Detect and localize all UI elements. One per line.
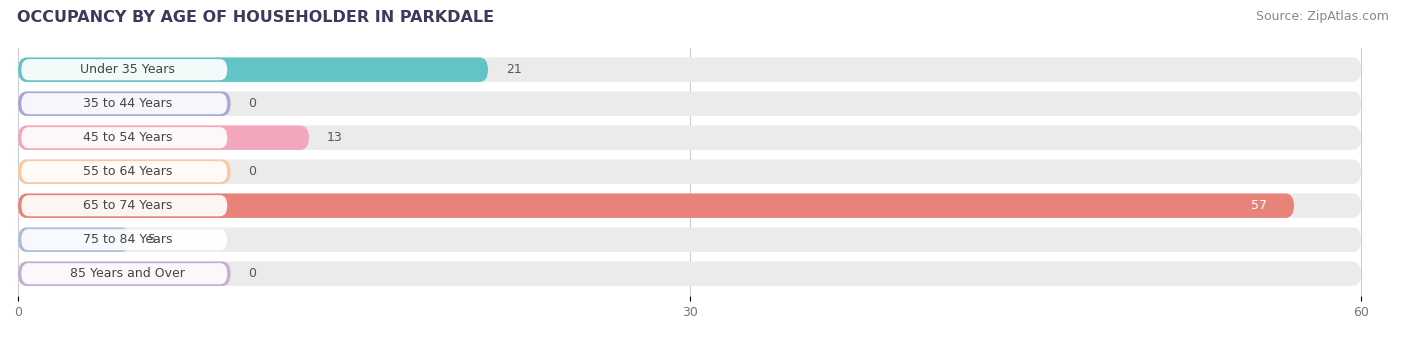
FancyBboxPatch shape xyxy=(18,227,1361,252)
FancyBboxPatch shape xyxy=(18,159,1361,184)
FancyBboxPatch shape xyxy=(18,91,1361,116)
Text: OCCUPANCY BY AGE OF HOUSEHOLDER IN PARKDALE: OCCUPANCY BY AGE OF HOUSEHOLDER IN PARKD… xyxy=(17,10,494,25)
FancyBboxPatch shape xyxy=(21,263,228,284)
FancyBboxPatch shape xyxy=(18,91,231,116)
Text: Under 35 Years: Under 35 Years xyxy=(80,63,176,76)
FancyBboxPatch shape xyxy=(18,125,309,150)
Text: 55 to 64 Years: 55 to 64 Years xyxy=(83,165,173,178)
Text: Source: ZipAtlas.com: Source: ZipAtlas.com xyxy=(1256,10,1389,23)
Text: 45 to 54 Years: 45 to 54 Years xyxy=(83,131,173,144)
Text: 75 to 84 Years: 75 to 84 Years xyxy=(83,233,173,246)
Text: 5: 5 xyxy=(148,233,156,246)
Text: 85 Years and Over: 85 Years and Over xyxy=(70,267,186,280)
FancyBboxPatch shape xyxy=(18,57,488,82)
FancyBboxPatch shape xyxy=(21,161,228,182)
FancyBboxPatch shape xyxy=(18,193,1294,218)
Text: 35 to 44 Years: 35 to 44 Years xyxy=(83,97,173,110)
FancyBboxPatch shape xyxy=(18,159,231,184)
Text: 0: 0 xyxy=(249,97,256,110)
FancyBboxPatch shape xyxy=(18,261,231,286)
FancyBboxPatch shape xyxy=(21,195,228,216)
FancyBboxPatch shape xyxy=(18,193,1361,218)
FancyBboxPatch shape xyxy=(21,59,228,80)
FancyBboxPatch shape xyxy=(18,57,1361,82)
FancyBboxPatch shape xyxy=(18,261,1361,286)
Text: 65 to 74 Years: 65 to 74 Years xyxy=(83,199,173,212)
Text: 0: 0 xyxy=(249,165,256,178)
FancyBboxPatch shape xyxy=(18,125,1361,150)
Text: 13: 13 xyxy=(328,131,343,144)
FancyBboxPatch shape xyxy=(21,229,228,250)
FancyBboxPatch shape xyxy=(18,227,129,252)
FancyBboxPatch shape xyxy=(21,93,228,114)
Text: 21: 21 xyxy=(506,63,522,76)
FancyBboxPatch shape xyxy=(21,127,228,148)
Text: 57: 57 xyxy=(1251,199,1267,212)
Text: 0: 0 xyxy=(249,267,256,280)
